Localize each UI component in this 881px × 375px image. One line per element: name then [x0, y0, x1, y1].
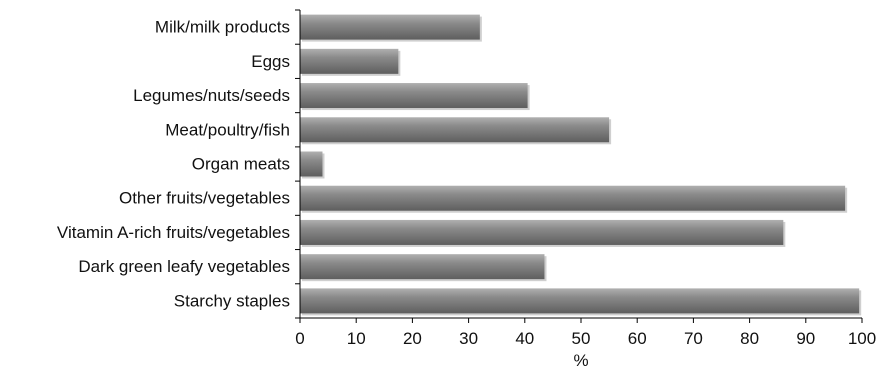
x-tick-label-3: 30	[459, 329, 478, 348]
bar-4	[300, 151, 323, 177]
bar-8	[300, 288, 860, 314]
x-axis-ticks: 0 10 20 30 40 50 60 70 80 90 100	[295, 9, 876, 348]
category-label-3: Meat/poultry/fish	[165, 120, 290, 139]
category-label-0: Milk/milk products	[155, 18, 290, 37]
bar-1	[300, 48, 399, 74]
x-tick-label-0: 0	[295, 329, 304, 348]
x-tick-label-8: 80	[740, 329, 759, 348]
x-tick-label-5: 50	[572, 329, 591, 348]
x-tick-label-10: 100	[848, 329, 876, 348]
x-tick-label-7: 70	[684, 329, 703, 348]
category-label-6: Vitamin A-rich fruits/vegetables	[57, 223, 290, 242]
x-tick-label-1: 10	[347, 329, 366, 348]
category-label-7: Dark green leafy vegetables	[78, 257, 290, 276]
bar-2	[300, 83, 528, 109]
category-label-1: Eggs	[251, 52, 290, 71]
category-label-2: Legumes/nuts/seeds	[133, 86, 290, 105]
bar-6	[300, 219, 784, 245]
bar-3	[300, 117, 610, 143]
bar-0	[300, 14, 480, 40]
x-tick-label-4: 40	[515, 329, 534, 348]
x-tick-label-2: 20	[403, 329, 422, 348]
x-tick-label-6: 60	[628, 329, 647, 348]
category-label-5: Other fruits/vegetables	[119, 189, 290, 208]
category-labels: Milk/milk products Eggs Legumes/nuts/seeds…	[57, 18, 290, 311]
bar-7	[300, 254, 545, 280]
category-label-8: Starchy staples	[174, 291, 290, 310]
bar-5	[300, 185, 846, 211]
bars-layer	[300, 14, 862, 316]
x-tick-label-9: 90	[796, 329, 815, 348]
x-axis-title: %	[573, 351, 588, 370]
category-label-4: Organ meats	[192, 155, 290, 174]
